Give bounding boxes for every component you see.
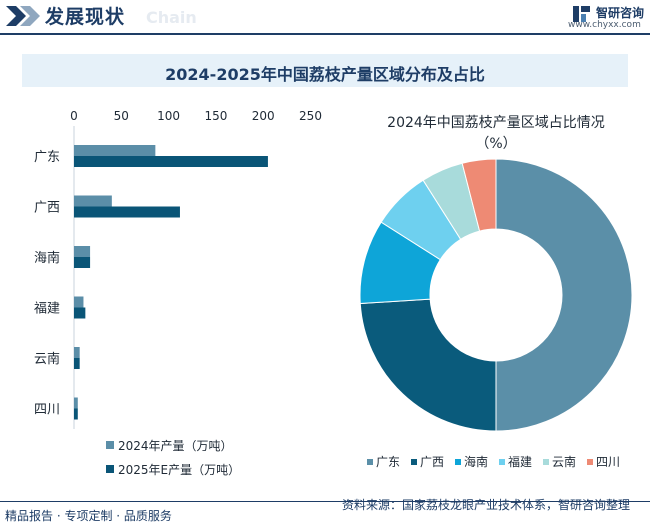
footer-rule xyxy=(0,501,650,502)
pie-legend-swatch xyxy=(367,459,373,465)
brand-logo-icon xyxy=(573,6,590,22)
pie-legend-label: 云南 xyxy=(552,454,576,469)
legend-label-2024: 2024年产量（万吨） xyxy=(118,439,233,453)
section-title: 发展现状 xyxy=(45,6,126,28)
footer-tagline: 精品报告 · 专项定制 · 品质服务 xyxy=(5,509,172,523)
bar-2025 xyxy=(74,206,180,218)
bar-2024 xyxy=(74,145,156,156)
bar-2025 xyxy=(74,358,80,369)
bar-2024 xyxy=(74,246,91,257)
legend-label-2025: 2025年E产量（万吨） xyxy=(118,463,240,477)
y-category-label: 四川 xyxy=(34,403,60,418)
header-rule xyxy=(0,33,650,35)
donut-slice xyxy=(461,158,497,232)
pie-legend-swatch xyxy=(411,459,417,465)
y-category-label: 海南 xyxy=(34,250,60,266)
pie-legend-swatch xyxy=(455,459,461,465)
legend-swatch-2025 xyxy=(106,465,114,473)
y-category-label: 云南 xyxy=(34,351,60,367)
brand-url: www.chyxx.com xyxy=(568,20,641,30)
pie-legend-label: 福建 xyxy=(508,454,532,469)
y-category-label: 广东 xyxy=(34,150,60,165)
pie-chart-title: 2024年中国荔枝产量区域占比情况（%） xyxy=(387,115,605,152)
x-tick-label: 150 xyxy=(204,109,227,123)
pie-legend-label: 广东 xyxy=(376,455,400,469)
x-tick-label: 0 xyxy=(70,109,78,123)
header-bar: Chain 发展现状 智研咨询 www.chyxx.com xyxy=(0,0,650,35)
donut-slice xyxy=(359,298,497,432)
x-tick-label: 100 xyxy=(157,109,180,123)
bar-2025 xyxy=(74,257,91,268)
pie-legend-swatch xyxy=(587,459,593,465)
bar-2024 xyxy=(74,296,84,308)
bar-2024 xyxy=(74,195,112,207)
y-category-label: 广西 xyxy=(34,201,60,216)
bar-2025 xyxy=(74,307,86,319)
chart-main-title: 2024-2025年中国荔枝产量区域分布及占比 xyxy=(165,65,485,84)
bar-2025 xyxy=(74,156,268,167)
pie-legend-label: 四川 xyxy=(596,455,620,469)
header-ghost-text: Chain xyxy=(146,8,197,27)
bar-2024 xyxy=(74,397,78,409)
donut-chart: 广东 广西 海南 福建 云南 四川 xyxy=(359,158,633,469)
y-category-label: 福建 xyxy=(34,302,60,317)
x-tick-label: 200 xyxy=(252,109,275,123)
pie-legend-label: 广西 xyxy=(420,455,444,469)
source-note: 资料来源：国家荔枝龙眼产业技术体系，智研咨询整理 xyxy=(341,498,630,512)
brand-name: 智研咨询 xyxy=(596,6,645,20)
chart-title-band: 2024-2025年中国荔枝产量区域分布及占比 xyxy=(22,54,628,87)
donut-slice xyxy=(495,158,633,432)
bar-2024 xyxy=(74,347,80,358)
bar-2025 xyxy=(74,408,78,420)
pie-legend-swatch xyxy=(543,459,549,465)
legend-swatch-2024 xyxy=(106,441,114,449)
chevron-icon xyxy=(6,6,40,26)
pie-legend-label: 海南 xyxy=(464,454,488,469)
x-tick-label: 250 xyxy=(299,109,322,123)
pie-legend-swatch xyxy=(499,459,505,465)
x-tick-label: 50 xyxy=(114,109,129,123)
